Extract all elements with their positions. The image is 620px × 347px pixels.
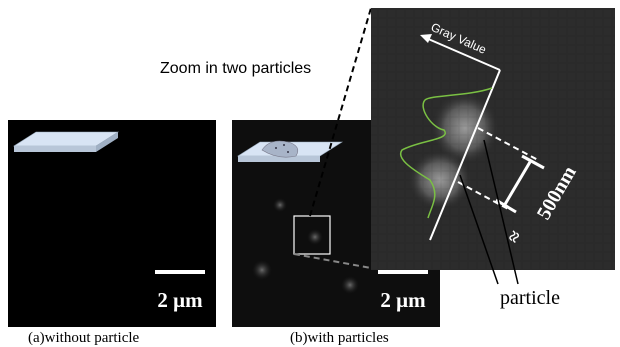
caption: (b)with particles (290, 330, 389, 346)
scale-label: 2 μm (157, 288, 203, 312)
panel-a: 2 μm (a)without particle (8, 120, 216, 346)
figure: 2 μm (a)without particle 2 μm (b)with pa… (0, 0, 620, 347)
scale-label: 2 μm (380, 288, 426, 312)
particle-label: particle (500, 287, 560, 309)
zoom-panel: Gray Value 500nm ≈ (371, 8, 615, 284)
caption: (a)without particle (28, 330, 140, 346)
substrate-icon (14, 146, 96, 152)
zoom-label: Zoom in two particles (160, 60, 311, 77)
substrate-icon (238, 156, 320, 162)
